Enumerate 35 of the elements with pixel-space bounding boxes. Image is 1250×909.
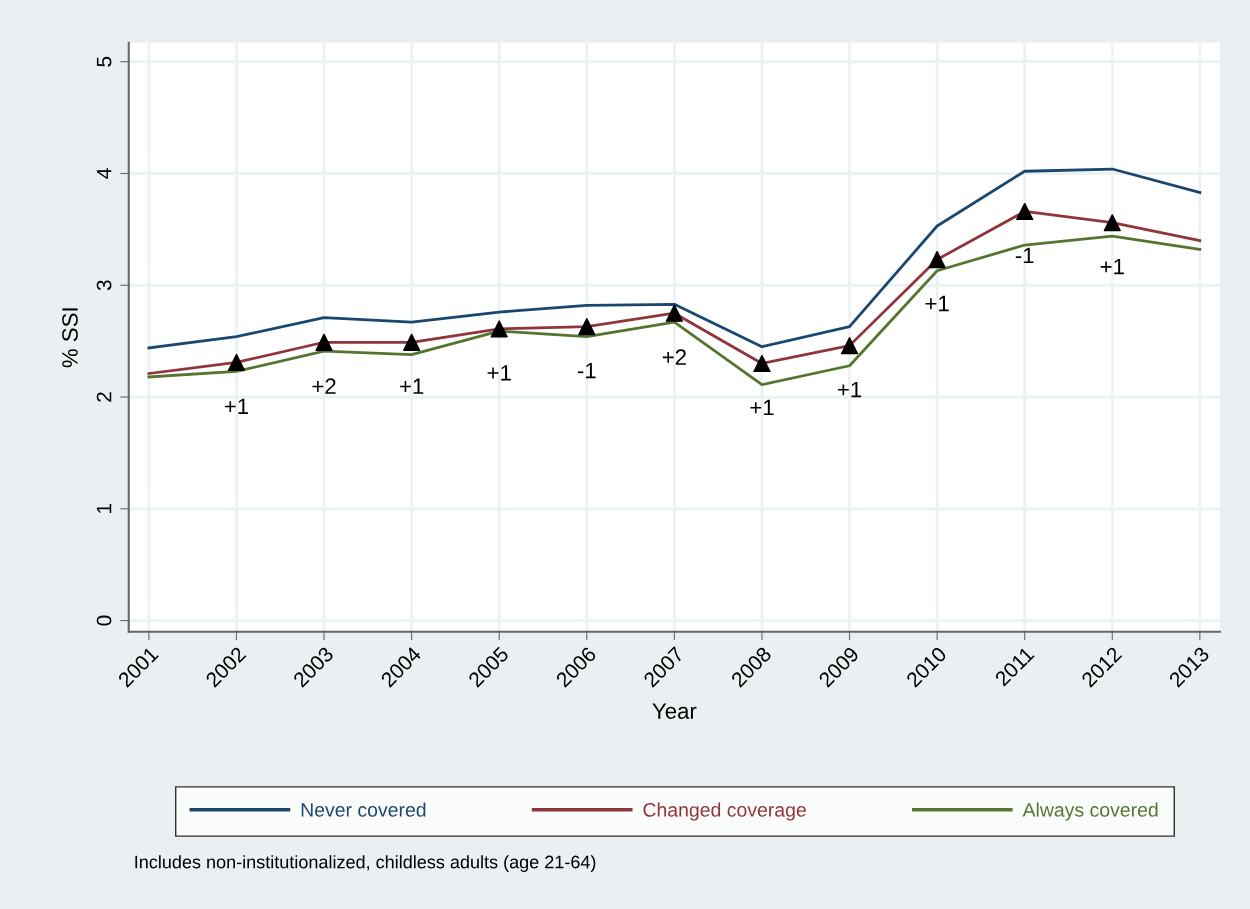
y-tick-label: 0 [96, 615, 112, 626]
text: Changed coverage [643, 802, 806, 821]
annotation: +1 [224, 398, 249, 414]
point [665, 304, 683, 322]
point [227, 353, 246, 372]
text: Always covered [1022, 802, 1158, 821]
point [928, 250, 946, 269]
y-tick-label: 2 [96, 392, 112, 402]
annotation: +1 [837, 381, 862, 398]
line-series [147, 167, 1202, 350]
y-axis-title: % SSI [62, 308, 78, 368]
y-tick-label: 1 [96, 504, 112, 514]
annotation: +1 [750, 399, 774, 416]
annotation: +1 [1100, 258, 1124, 275]
point [490, 320, 508, 338]
point [403, 333, 421, 351]
annotation: -1 [1015, 247, 1034, 264]
text: Includes non-institutionalized, childless adults (age 21-64) [135, 855, 596, 872]
y-tick-label: 5 [96, 56, 112, 67]
point [315, 333, 333, 351]
point [1103, 214, 1121, 232]
y-tick-label: 3 [96, 280, 112, 291]
x-axis-title: Year [652, 703, 697, 719]
point [1016, 202, 1034, 221]
point [840, 337, 859, 355]
annotation: +1 [487, 365, 511, 381]
annotation: -1 [577, 362, 596, 379]
annotation: +2 [662, 349, 686, 365]
annotation: +1 [400, 378, 424, 394]
point [578, 318, 596, 336]
annotation: +2 [312, 378, 336, 394]
y-tick-label: 4 [96, 168, 112, 179]
text: Never covered [301, 802, 426, 817]
annotation: +1 [925, 295, 949, 312]
point [753, 354, 771, 373]
